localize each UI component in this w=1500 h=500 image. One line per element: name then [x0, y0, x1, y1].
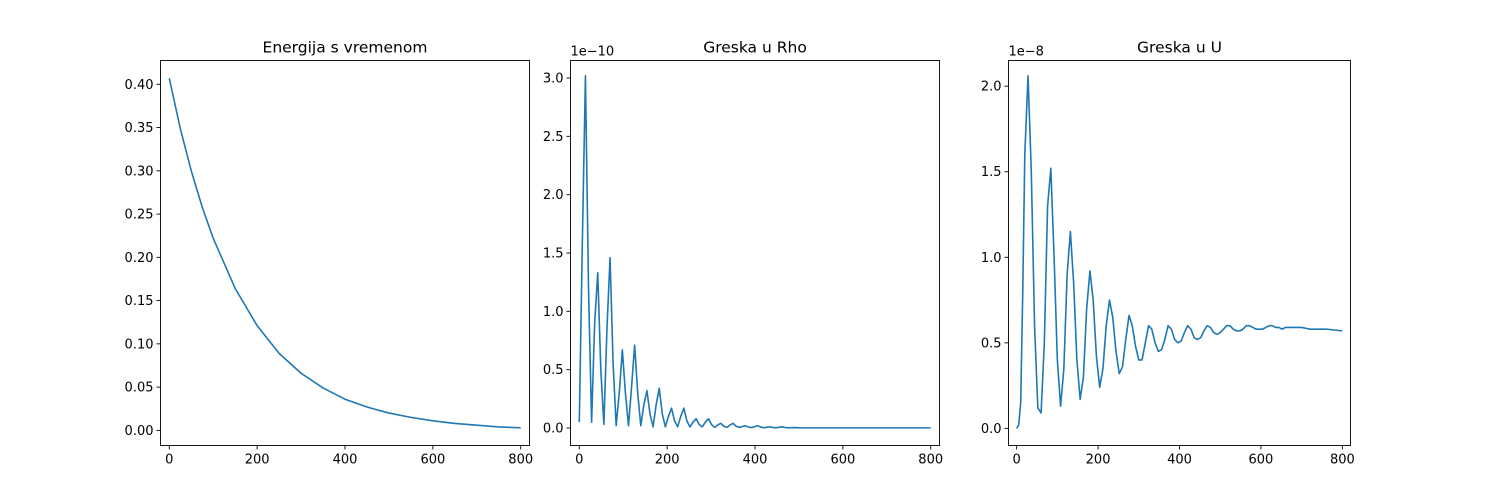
plot-frame: [570, 60, 940, 446]
y-offset-label: 1e−10: [571, 45, 615, 60]
x-tick-label: 800: [508, 453, 533, 468]
x-tick-label: 600: [420, 453, 445, 468]
chart-title: Greska u Rho: [703, 39, 807, 57]
y-tick-label: 0.0: [543, 422, 564, 437]
y-tick-label: 0.10: [125, 337, 154, 352]
y-tick-label: 0.25: [125, 208, 154, 223]
y-tick-label: 1.0: [981, 251, 1002, 266]
x-tick-label: 600: [1249, 453, 1274, 468]
x-tick-label: 400: [743, 453, 768, 468]
y-tick-label: 0.30: [125, 164, 154, 179]
chart-title: Greska u U: [1137, 39, 1222, 57]
y-tick-label: 1.5: [543, 247, 564, 262]
y-tick-label: 0.5: [981, 336, 1002, 351]
y-offset-label: 1e−8: [1009, 45, 1044, 60]
x-tick-label: 0: [165, 453, 173, 468]
y-tick-label: 2.0: [543, 188, 564, 203]
y-tick-label: 0.15: [125, 294, 154, 309]
series-line-1: [168, 78, 521, 429]
chart-panel-2: 0 200 400 600 800 0.0 0.5 1.0 1.5 2.0 2.5 3.0 Greska…: [543, 39, 943, 468]
series-line-1: [1015, 75, 1343, 429]
x-tick-label: 200: [245, 453, 270, 468]
y-tick-label: 2.0: [981, 80, 1002, 95]
y-tick-label: 0.40: [125, 78, 154, 93]
x-tick-label: 600: [830, 453, 855, 468]
y-tick-label: 2.5: [543, 130, 564, 145]
y-tick-label: 0.35: [125, 121, 154, 136]
chart-title: Energija s vremenom: [263, 39, 428, 57]
y-tick-label: 3.0: [543, 72, 564, 87]
x-tick-label: 200: [1086, 453, 1111, 468]
y-tick-label: 0.0: [981, 422, 1002, 437]
x-tick-label: 400: [333, 453, 358, 468]
x-tick-label: 0: [575, 453, 583, 468]
x-tick-label: 400: [1167, 453, 1192, 468]
x-tick-label: 800: [1330, 453, 1355, 468]
plot-frame: [160, 60, 530, 446]
x-tick-label: 0: [1013, 453, 1021, 468]
y-tick-label: 1.5: [981, 165, 1002, 180]
y-tick-label: 0.5: [543, 363, 564, 378]
x-tick-label: 200: [655, 453, 680, 468]
y-tick-label: 0.20: [125, 251, 154, 266]
chart-panel-3: 0 200 400 600 800 0.0 0.5 1.0 1.5 2.0 Greska u U 1e…: [981, 39, 1355, 468]
y-tick-label: 1.0: [543, 305, 564, 320]
y-tick-label: 0.05: [125, 381, 154, 396]
chart-panel-1: 0 200 400 600 800 0.00 0.05 0.10 0.15 0.20 0.25 0.3…: [125, 39, 534, 468]
x-tick-label: 800: [918, 453, 943, 468]
y-tick-label: 0.00: [125, 424, 154, 439]
series-line-1: [578, 74, 931, 429]
